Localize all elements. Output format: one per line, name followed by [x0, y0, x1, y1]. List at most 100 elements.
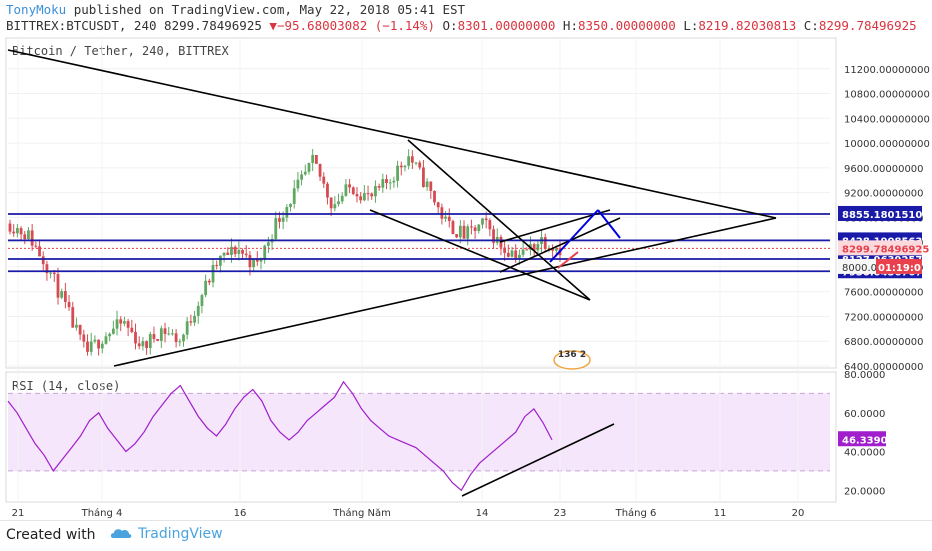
candle-body: [433, 190, 436, 203]
candle-body: [414, 162, 418, 164]
rsi-line: [7, 380, 553, 492]
created-with-text: Created with: [6, 527, 96, 543]
trend-line: [499, 217, 621, 273]
candle-body: [396, 165, 399, 181]
candle-body: [329, 197, 333, 209]
projection-arrow: [574, 209, 599, 236]
price-axis-tick: 10400.00000000: [844, 114, 930, 125]
candle-body: [145, 341, 148, 349]
price-pane[interactable]: [5, 37, 837, 369]
candle-body: [547, 248, 551, 250]
candle-body: [458, 225, 462, 238]
time-axis-tick: 21: [12, 508, 25, 519]
high-label: H:: [555, 18, 578, 33]
rsi-current-label: 46.3390: [842, 435, 888, 446]
candle-body: [399, 165, 403, 168]
candle-body: [211, 264, 215, 283]
candle-body: [93, 339, 97, 342]
candle-body: [189, 321, 193, 323]
tradingview-logo[interactable]: TradingView: [110, 526, 223, 542]
candle-body: [462, 225, 466, 239]
candle-body: [219, 255, 222, 266]
candle-body: [34, 245, 38, 247]
price-axis-tick: 11200.00000000: [844, 65, 930, 76]
candle-body: [484, 218, 488, 221]
candle-body: [517, 254, 521, 259]
candle-body: [126, 321, 130, 328]
candle-body: [75, 324, 78, 328]
candle-body: [252, 258, 256, 268]
candle-body: [403, 165, 407, 168]
last-price-badge: [838, 240, 922, 256]
candle-body: [381, 179, 385, 188]
candle-body: [8, 223, 12, 232]
candle-body: [410, 156, 414, 163]
price-axis-tick: 7600.00000000: [844, 288, 924, 299]
publish-info: TonyMoku published on TradingView.com, M…: [6, 2, 465, 18]
trend-line: [461, 423, 615, 497]
candle-body: [215, 264, 219, 266]
candle-body: [233, 246, 237, 254]
trend-line: [369, 209, 591, 301]
candle-body: [71, 307, 75, 328]
candle-body: [207, 280, 211, 283]
candle-body: [130, 327, 134, 333]
level-price-badge: [838, 205, 922, 221]
candle-body: [370, 193, 374, 197]
price-axis-tick: 7200.00000000: [844, 312, 924, 323]
projection-arrow: [549, 234, 576, 263]
candle-body: [322, 176, 326, 184]
candle-body: [41, 256, 45, 265]
candle-body: [200, 295, 204, 306]
candle-body: [49, 272, 53, 274]
candle-body: [263, 245, 267, 259]
candle-body: [377, 186, 381, 188]
high-value: 8350.00000000: [577, 18, 676, 33]
candle-body: [407, 156, 411, 166]
candle-body: [326, 183, 329, 198]
last-price-label: 8299.78496925: [842, 244, 929, 255]
rsi-current-badge: [838, 431, 886, 447]
time-axis-tick: Tháng 4: [81, 507, 123, 519]
candle-body: [237, 249, 241, 254]
rsi-axis-tick: 40.0000: [844, 448, 885, 459]
price-axis-tick: 9600.00000000: [844, 164, 924, 175]
candle-body: [470, 226, 473, 228]
rsi-axis-tick: 20.0000: [844, 486, 885, 497]
candle-body: [314, 155, 318, 164]
candle-body: [307, 162, 311, 172]
candle-body: [30, 230, 34, 246]
candle-body: [78, 324, 82, 335]
candle-body: [318, 163, 322, 177]
candle-body: [362, 193, 366, 201]
countdown-time-badge: [876, 258, 922, 274]
candle-body: [392, 180, 396, 183]
candle-body: [123, 321, 126, 324]
candle-body: [525, 249, 529, 251]
time-axis-tick: Tháng Năm: [332, 507, 391, 519]
candle-body: [15, 228, 19, 234]
candle-body: [466, 226, 470, 239]
candle-body: [204, 280, 208, 296]
candle-body: [259, 258, 263, 262]
candle-body: [182, 334, 185, 342]
candle-body: [193, 315, 196, 323]
chart-canvas[interactable]: Bitcoin / Tether, 240, BITTREX RSI (14, …: [0, 0, 932, 520]
candle-body: [119, 319, 123, 324]
candle-body: [488, 220, 492, 230]
candle-body: [303, 171, 307, 175]
low-value: 8219.82030813: [698, 18, 797, 33]
event-flag-icon: [553, 350, 591, 370]
rsi-axis-tick: 80.0000: [844, 370, 885, 381]
author-link[interactable]: TonyMoku: [6, 2, 67, 17]
candle-body: [226, 252, 230, 255]
candle-body: [100, 343, 104, 349]
candle-body: [23, 234, 27, 240]
rsi-axis-tick: 60.0000: [844, 409, 885, 420]
price-axis-tick: 10000.00000000: [844, 139, 930, 150]
candle-body: [45, 264, 49, 274]
candle-body: [60, 291, 64, 298]
candle-body: [351, 187, 355, 195]
candle-body: [355, 194, 359, 197]
candle-body: [543, 237, 547, 249]
